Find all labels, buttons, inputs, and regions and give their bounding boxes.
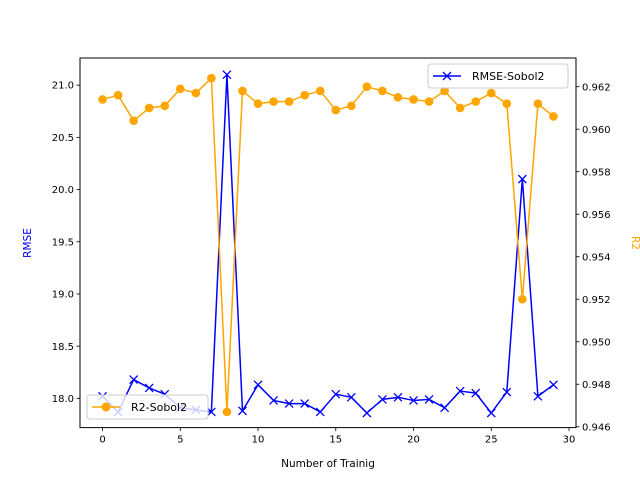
data-point: [238, 406, 247, 416]
data-point: [315, 86, 325, 96]
right-tick-label: 0.946: [582, 422, 611, 433]
left-tick-label: 19.0: [52, 290, 74, 301]
right-tick-label: 0.952: [582, 295, 611, 306]
x-tick-label: 0: [99, 435, 105, 446]
right-tick-label: 0.956: [582, 210, 611, 221]
left-tick-label: 18.5: [52, 342, 74, 353]
right-tick-label: 0.958: [582, 167, 611, 178]
right-axis-ticks: 0.946 0.948 0.950 0.952 0.954 0.956 0.958 0.960…: [576, 82, 611, 433]
data-point: [409, 395, 418, 405]
x-tick-label: 25: [485, 435, 498, 446]
x-tick-label: 30: [563, 435, 576, 446]
data-point: [486, 408, 496, 418]
data-point: [175, 84, 185, 94]
left-tick-label: 21.0: [52, 81, 74, 92]
x-tick-label: 5: [177, 435, 183, 446]
data-point: [222, 407, 232, 417]
data-point: [533, 391, 543, 401]
data-point: [238, 86, 247, 96]
data-point: [222, 70, 232, 80]
data-point: [144, 383, 154, 393]
left-tick-label: 18.0: [52, 394, 74, 405]
x-axis-ticks: 0 5 10 15 20 25 30: [99, 427, 576, 446]
data-point: [207, 73, 216, 83]
data-point: [113, 90, 123, 100]
left-tick-label: 20.0: [52, 185, 74, 196]
legend-r2: R2-Sobol2: [86, 394, 209, 420]
right-axis-label: R2: [629, 236, 640, 250]
data-point: [331, 389, 341, 399]
data-point: [533, 99, 543, 108]
data-point: [471, 97, 481, 106]
legend-r2-label: R2-Sobol2: [131, 401, 187, 414]
data-point: [409, 95, 418, 104]
data-point: [424, 97, 434, 106]
data-point: [144, 103, 154, 113]
plot-frame: [79, 57, 577, 429]
data-point: [455, 386, 465, 396]
data-point: [331, 105, 341, 115]
legend-r2-marker: [101, 402, 111, 412]
data-point: [378, 86, 387, 96]
right-tick-label: 0.950: [582, 337, 611, 348]
right-tick-label: 0.948: [582, 380, 611, 391]
data-point: [393, 93, 403, 102]
data-point: [440, 86, 449, 96]
data-point: [362, 82, 372, 91]
data-point: [191, 88, 201, 98]
data-point: [377, 394, 387, 404]
data-point: [486, 88, 496, 98]
right-tick-label: 0.962: [582, 82, 611, 93]
legend-rmse-label: RMSE-Sobol2: [472, 70, 545, 83]
data-point: [424, 394, 434, 404]
left-axis-label: RMSE: [22, 228, 34, 258]
x-axis-label: Number of Trainig: [281, 458, 375, 470]
right-tick-label: 0.954: [582, 252, 611, 263]
left-tick-label: 20.5: [52, 133, 74, 144]
data-point: [502, 99, 512, 108]
x-tick-label: 20: [407, 435, 420, 446]
data-point: [129, 116, 138, 125]
data-point: [315, 407, 325, 417]
data-point: [347, 101, 356, 111]
data-point: [269, 97, 278, 106]
right-tick-label: 0.960: [582, 125, 611, 136]
data-point: [549, 112, 558, 121]
legend-rmse: RMSE-Sobol2: [427, 63, 569, 89]
data-point: [284, 399, 294, 409]
left-axis-ticks: 18.0 18.5 19.0 19.5 20.0 20.5 21.0: [52, 81, 80, 405]
data-point: [362, 408, 372, 418]
legend-rmse-box: [427, 63, 569, 89]
data-point: [269, 395, 279, 405]
data-point: [393, 392, 403, 402]
data-point: [129, 375, 139, 385]
data-point: [253, 380, 263, 390]
data-point: [346, 392, 356, 402]
data-point: [300, 399, 310, 409]
data-point: [253, 99, 263, 108]
data-point: [517, 174, 527, 184]
data-point: [284, 97, 294, 106]
data-point: [548, 380, 558, 390]
data-point: [455, 103, 465, 113]
legend-r2-box: [86, 394, 209, 420]
data-point: [98, 95, 107, 104]
data-point: [440, 403, 450, 413]
data-point: [502, 387, 512, 397]
legend-rmse-marker: [442, 71, 452, 81]
r2-series: [98, 73, 558, 417]
data-point: [300, 90, 309, 100]
x-tick-label: 15: [329, 435, 342, 446]
data-point: [206, 407, 216, 417]
data-point: [518, 294, 527, 304]
data-point: [160, 101, 170, 111]
x-tick-label: 10: [252, 435, 265, 446]
data-point: [471, 388, 481, 398]
left-tick-label: 19.5: [52, 237, 74, 248]
